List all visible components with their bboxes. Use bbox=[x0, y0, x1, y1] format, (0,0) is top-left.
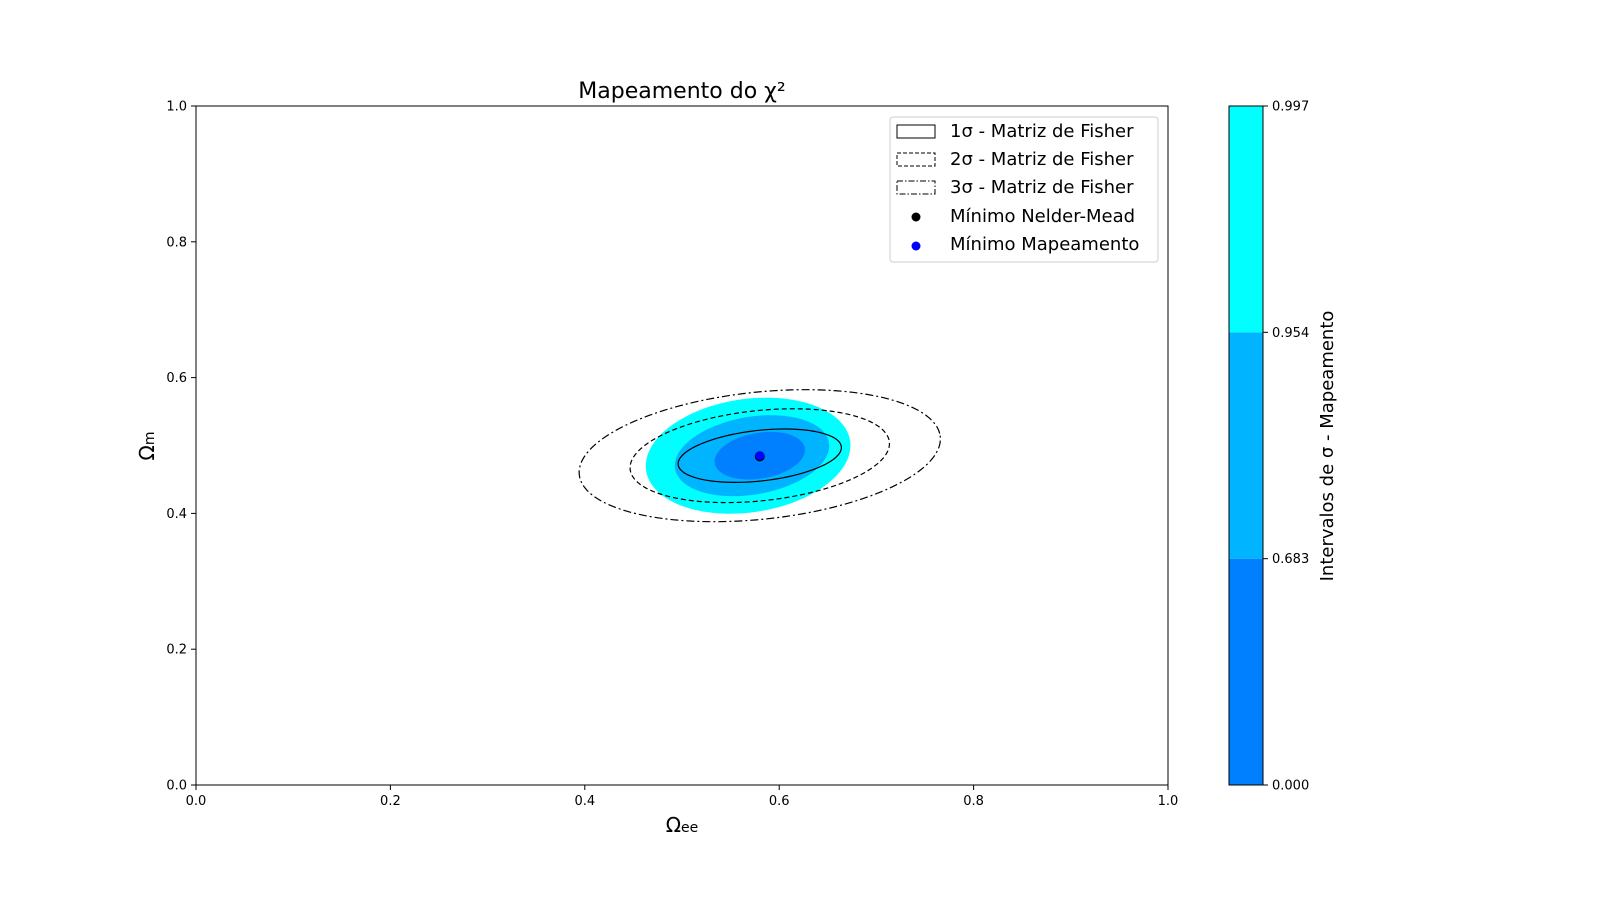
x-tick-label-0: 0.0 bbox=[186, 794, 207, 809]
y-axis-label: Ωm bbox=[135, 432, 159, 461]
y-tick-label-1: 0.2 bbox=[166, 643, 187, 658]
plot-area: 0.0 0.2 0.4 0.6 0.8 1.0 0.0 0.2 0.4 0.6 0.8 1.0 bbox=[166, 100, 1178, 810]
point-layer bbox=[754, 451, 765, 462]
colorbar-tick-label-0: 0.000 bbox=[1272, 779, 1309, 794]
x-axis-label: Ωee bbox=[666, 813, 699, 837]
legend-swatch-fisher-3sigma bbox=[896, 180, 936, 195]
y-tick-label-3: 0.6 bbox=[166, 371, 187, 386]
y-axis-label-main: Ω bbox=[135, 445, 159, 460]
legend: 1σ - Matriz de Fisher 2σ - Matriz de Fis… bbox=[889, 116, 1159, 263]
y-tick-label-5: 1.0 bbox=[166, 100, 187, 115]
colorbar-segment-0 bbox=[1229, 558, 1263, 785]
minimum-point-1 bbox=[755, 451, 765, 461]
x-tick-label-2: 0.4 bbox=[574, 794, 595, 809]
y-tick-label-2: 0.4 bbox=[166, 507, 187, 522]
y-tick-label-0: 0.0 bbox=[166, 779, 187, 794]
legend-label-fisher-1sigma: 1σ - Matriz de Fisher bbox=[950, 121, 1134, 142]
colorbar-tick-label-1: 0.683 bbox=[1272, 552, 1309, 567]
legend-marker-mapeamento bbox=[911, 241, 921, 251]
colorbar-ticks: 0.000 0.683 0.954 0.997 bbox=[1263, 100, 1309, 794]
x-axis-label-sub: ee bbox=[681, 820, 698, 836]
y-tick-label-4: 0.8 bbox=[166, 235, 187, 250]
colorbar-frame bbox=[1228, 105, 1264, 786]
legend-label-fisher-3sigma: 3σ - Matriz de Fisher bbox=[950, 177, 1134, 198]
x-tick-label-5: 1.0 bbox=[1158, 794, 1179, 809]
colorbar-segment-2 bbox=[1229, 106, 1263, 333]
x-axis-ticks: 0.0 0.2 0.4 0.6 0.8 1.0 bbox=[186, 785, 1179, 809]
fisher-ellipse-3sigma bbox=[578, 389, 941, 523]
legend-label-fisher-2sigma: 2σ - Matriz de Fisher bbox=[950, 149, 1134, 170]
legend-marker-nelder-mead bbox=[911, 212, 921, 222]
chart-title: Mapeamento do χ² bbox=[578, 79, 785, 104]
y-axis-ticks: 0.0 0.2 0.4 0.6 0.8 1.0 bbox=[166, 100, 196, 794]
legend-frame bbox=[889, 116, 1159, 263]
legend-label-nelder-mead: Mínimo Nelder-Mead bbox=[950, 206, 1135, 227]
x-tick-label-3: 0.6 bbox=[769, 794, 790, 809]
fisher-ellipse-1sigma bbox=[677, 428, 842, 483]
legend-swatch-fisher-2sigma bbox=[896, 152, 936, 167]
colorbar: 0.000 0.683 0.954 0.997 Intervalos de σ - M… bbox=[1228, 100, 1338, 794]
y-axis-label-sub: m bbox=[142, 432, 158, 446]
fisher-ellipse-layer bbox=[578, 389, 941, 523]
colorbar-segments bbox=[1229, 106, 1263, 785]
legend-swatch-fisher-1sigma bbox=[896, 124, 936, 139]
plot-frame bbox=[195, 105, 1169, 786]
legend-label-mapeamento: Mínimo Mapeamento bbox=[950, 234, 1139, 255]
colorbar-segment-1 bbox=[1229, 332, 1263, 559]
colorbar-tick-label-2: 0.954 bbox=[1272, 326, 1309, 341]
x-tick-label-4: 0.8 bbox=[963, 794, 984, 809]
colorbar-tick-label-3: 0.997 bbox=[1272, 100, 1309, 115]
x-axis-label-main: Ω bbox=[666, 813, 681, 837]
colorbar-label: Intervalos de σ - Mapeamento bbox=[1317, 311, 1338, 582]
x-tick-label-1: 0.2 bbox=[380, 794, 401, 809]
fisher-ellipse-2sigma bbox=[629, 408, 891, 504]
